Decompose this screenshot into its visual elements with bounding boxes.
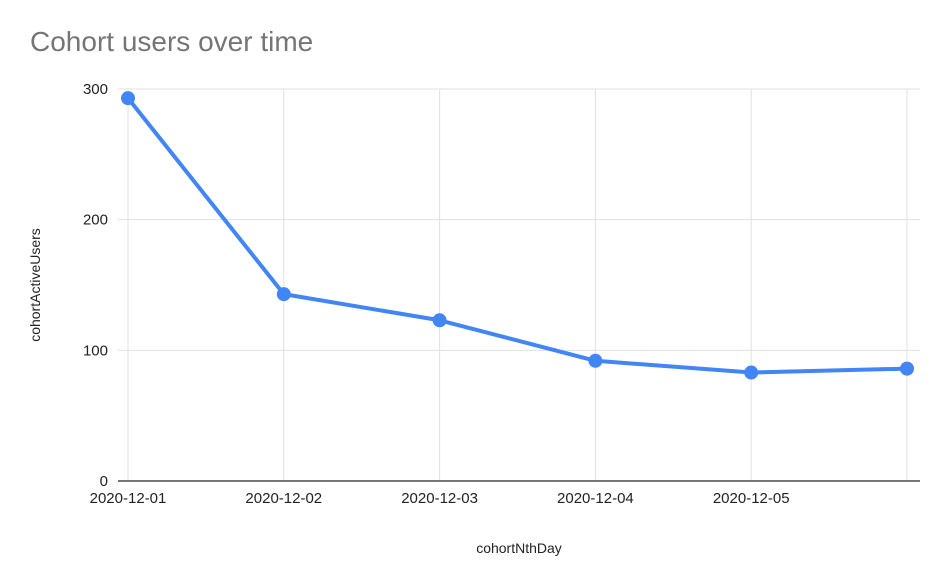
y-tick-label: 300 <box>83 81 108 98</box>
y-axis-title: cohortActiveUsers <box>27 228 43 342</box>
x-axis-title: cohortNthDay <box>476 540 562 556</box>
data-point[interactable] <box>276 287 291 302</box>
data-point[interactable] <box>744 365 759 380</box>
y-tick-label: 100 <box>83 342 108 359</box>
x-tick-label: 2020-12-01 <box>90 490 167 507</box>
x-tick-label: 2020-12-05 <box>713 490 790 507</box>
y-tick-label: 0 <box>100 473 108 490</box>
x-tick-label: 2020-12-03 <box>401 490 478 507</box>
data-point[interactable] <box>900 361 914 376</box>
data-point[interactable] <box>121 91 135 106</box>
y-tick-label: 200 <box>83 212 108 229</box>
x-tick-label: 2020-12-02 <box>245 490 322 507</box>
data-line <box>126 96 909 375</box>
chart-title: Cohort users over time <box>30 26 314 57</box>
data-point[interactable] <box>432 313 447 328</box>
x-tick-label: 2020-12-04 <box>557 490 634 507</box>
data-point[interactable] <box>588 353 603 368</box>
